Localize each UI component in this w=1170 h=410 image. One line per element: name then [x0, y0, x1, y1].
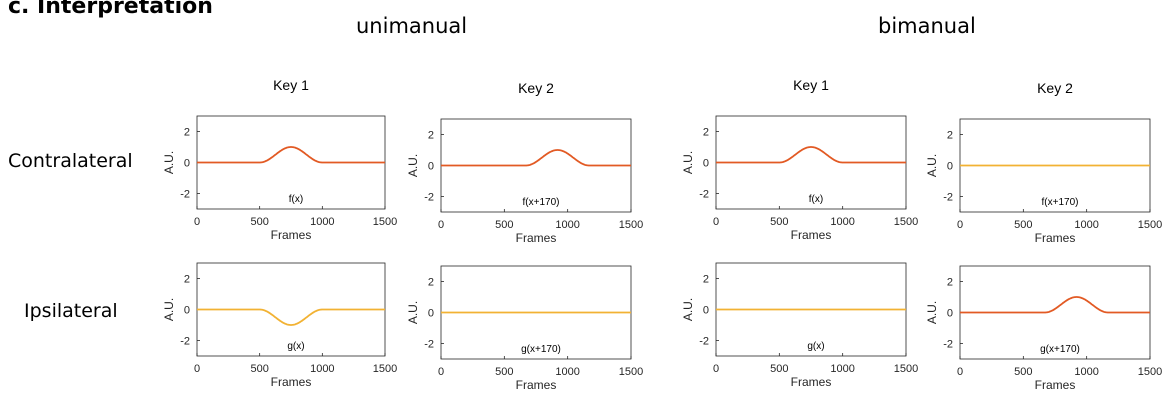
function-label: g(x) — [287, 341, 304, 352]
y-tick-label: -2 — [699, 189, 709, 201]
subplot-title: Key 1 — [793, 77, 829, 93]
y-tick-label: -2 — [943, 339, 953, 351]
y-tick-label: 2 — [703, 274, 709, 286]
y-tick-label: 2 — [947, 277, 953, 289]
x-tick-label: 1500 — [619, 366, 643, 378]
x-tick-label: 1000 — [1074, 219, 1098, 231]
y-axis-label: A.U. — [406, 154, 420, 177]
y-tick-label: 0 — [703, 305, 709, 317]
subplot-uni-contra-key1: 0 500 1000 1500 2 0 -2 Key 1 Frames A.U. f(x) — [162, 77, 397, 242]
y-axis-label: A.U. — [925, 154, 939, 177]
y-tick-label: 2 — [184, 127, 190, 139]
function-label: f(x) — [289, 194, 303, 205]
x-tick-label: 1500 — [619, 219, 643, 231]
x-tick-label: 1500 — [373, 216, 397, 228]
x-tick-label: 1000 — [555, 219, 579, 231]
x-axis-label: Frames — [516, 231, 557, 245]
x-tick-label: 0 — [713, 363, 719, 375]
x-axis-label: Frames — [791, 375, 832, 389]
x-tick-label: 500 — [495, 366, 513, 378]
y-tick-label: 2 — [703, 127, 709, 139]
y-tick-label: 2 — [947, 130, 953, 142]
y-tick-label: 2 — [428, 277, 434, 289]
y-axis-label: A.U. — [162, 151, 176, 174]
function-label: g(x) — [807, 341, 824, 352]
y-tick-label: 0 — [184, 158, 190, 170]
y-tick-label: -2 — [180, 336, 190, 348]
subplot-uni-ipsi-key2: 0 500 1000 1500 2 0 -2 Frames A.U. g(x+170) — [406, 266, 643, 392]
y-tick-label: -2 — [699, 336, 709, 348]
x-tick-label: 0 — [438, 219, 444, 231]
function-label: g(x+170) — [1040, 344, 1080, 355]
x-tick-label: 0 — [713, 216, 719, 228]
y-tick-label: -2 — [943, 192, 953, 204]
y-tick-label: -2 — [424, 192, 434, 204]
x-tick-label: 1500 — [894, 216, 918, 228]
y-tick-label: 0 — [947, 161, 953, 173]
x-tick-label: 1000 — [830, 216, 854, 228]
x-axis-label: Frames — [1035, 231, 1076, 245]
subplot-bi-contra-key2: 0 500 1000 1500 2 0 -2 Key 2 Frames A.U. f(x+170) — [925, 80, 1162, 245]
subplot-bi-ipsi-key1: 0 500 1000 1500 2 0 -2 Frames A.U. g(x) — [681, 263, 918, 389]
y-tick-label: 0 — [703, 158, 709, 170]
x-tick-label: 0 — [957, 219, 963, 231]
x-tick-label: 0 — [438, 366, 444, 378]
y-tick-label: 2 — [184, 274, 190, 286]
x-tick-label: 0 — [194, 216, 200, 228]
x-tick-label: 1000 — [310, 363, 334, 375]
subplot-title: Key 1 — [273, 77, 309, 93]
function-label: f(x+170) — [523, 197, 560, 208]
x-tick-label: 500 — [250, 216, 268, 228]
x-axis-label: Frames — [791, 228, 832, 242]
function-label: f(x+170) — [1042, 197, 1079, 208]
y-tick-label: 0 — [184, 305, 190, 317]
y-axis-label: A.U. — [681, 151, 695, 174]
x-axis-label: Frames — [271, 375, 312, 389]
x-tick-label: 500 — [770, 363, 788, 375]
x-tick-label: 1000 — [1074, 366, 1098, 378]
subplot-title: Key 2 — [1037, 80, 1073, 96]
y-tick-label: 0 — [947, 308, 953, 320]
y-axis-label: A.U. — [681, 298, 695, 321]
y-tick-label: -2 — [424, 339, 434, 351]
y-tick-label: 2 — [428, 130, 434, 142]
subplot-bi-ipsi-key2: 0 500 1000 1500 2 0 -2 Frames A.U. g(x+170) — [925, 266, 1162, 392]
y-axis-label: A.U. — [406, 301, 420, 324]
x-tick-label: 500 — [770, 216, 788, 228]
subplot-bi-contra-key1: 0 500 1000 1500 2 0 -2 Key 1 Frames A.U. f(x) — [681, 77, 918, 242]
x-tick-label: 0 — [957, 366, 963, 378]
x-tick-label: 500 — [1014, 366, 1032, 378]
x-axis-label: Frames — [1035, 378, 1076, 392]
x-tick-label: 1500 — [373, 363, 397, 375]
subplot-uni-ipsi-key1: 0 500 1000 1500 2 0 -2 Frames A.U. g(x) — [162, 263, 397, 389]
x-tick-label: 500 — [1014, 219, 1032, 231]
y-axis-label: A.U. — [162, 298, 176, 321]
x-tick-label: 1000 — [310, 216, 334, 228]
x-tick-label: 1000 — [830, 363, 854, 375]
x-axis-label: Frames — [516, 378, 557, 392]
x-tick-label: 0 — [194, 363, 200, 375]
subplot-title: Key 2 — [518, 80, 554, 96]
y-tick-label: -2 — [180, 189, 190, 201]
function-label: f(x) — [809, 194, 823, 205]
x-tick-label: 1000 — [555, 366, 579, 378]
x-axis-label: Frames — [271, 228, 312, 242]
x-tick-label: 1500 — [1138, 219, 1162, 231]
function-label: g(x+170) — [521, 344, 561, 355]
subplot-uni-contra-key2: 0 500 1000 1500 2 0 -2 Key 2 Frames A.U. f(x+170) — [406, 80, 643, 245]
y-tick-label: 0 — [428, 161, 434, 173]
y-tick-label: 0 — [428, 308, 434, 320]
y-axis-label: A.U. — [925, 301, 939, 324]
x-tick-label: 1500 — [894, 363, 918, 375]
x-tick-label: 1500 — [1138, 366, 1162, 378]
x-tick-label: 500 — [495, 219, 513, 231]
x-tick-label: 500 — [250, 363, 268, 375]
